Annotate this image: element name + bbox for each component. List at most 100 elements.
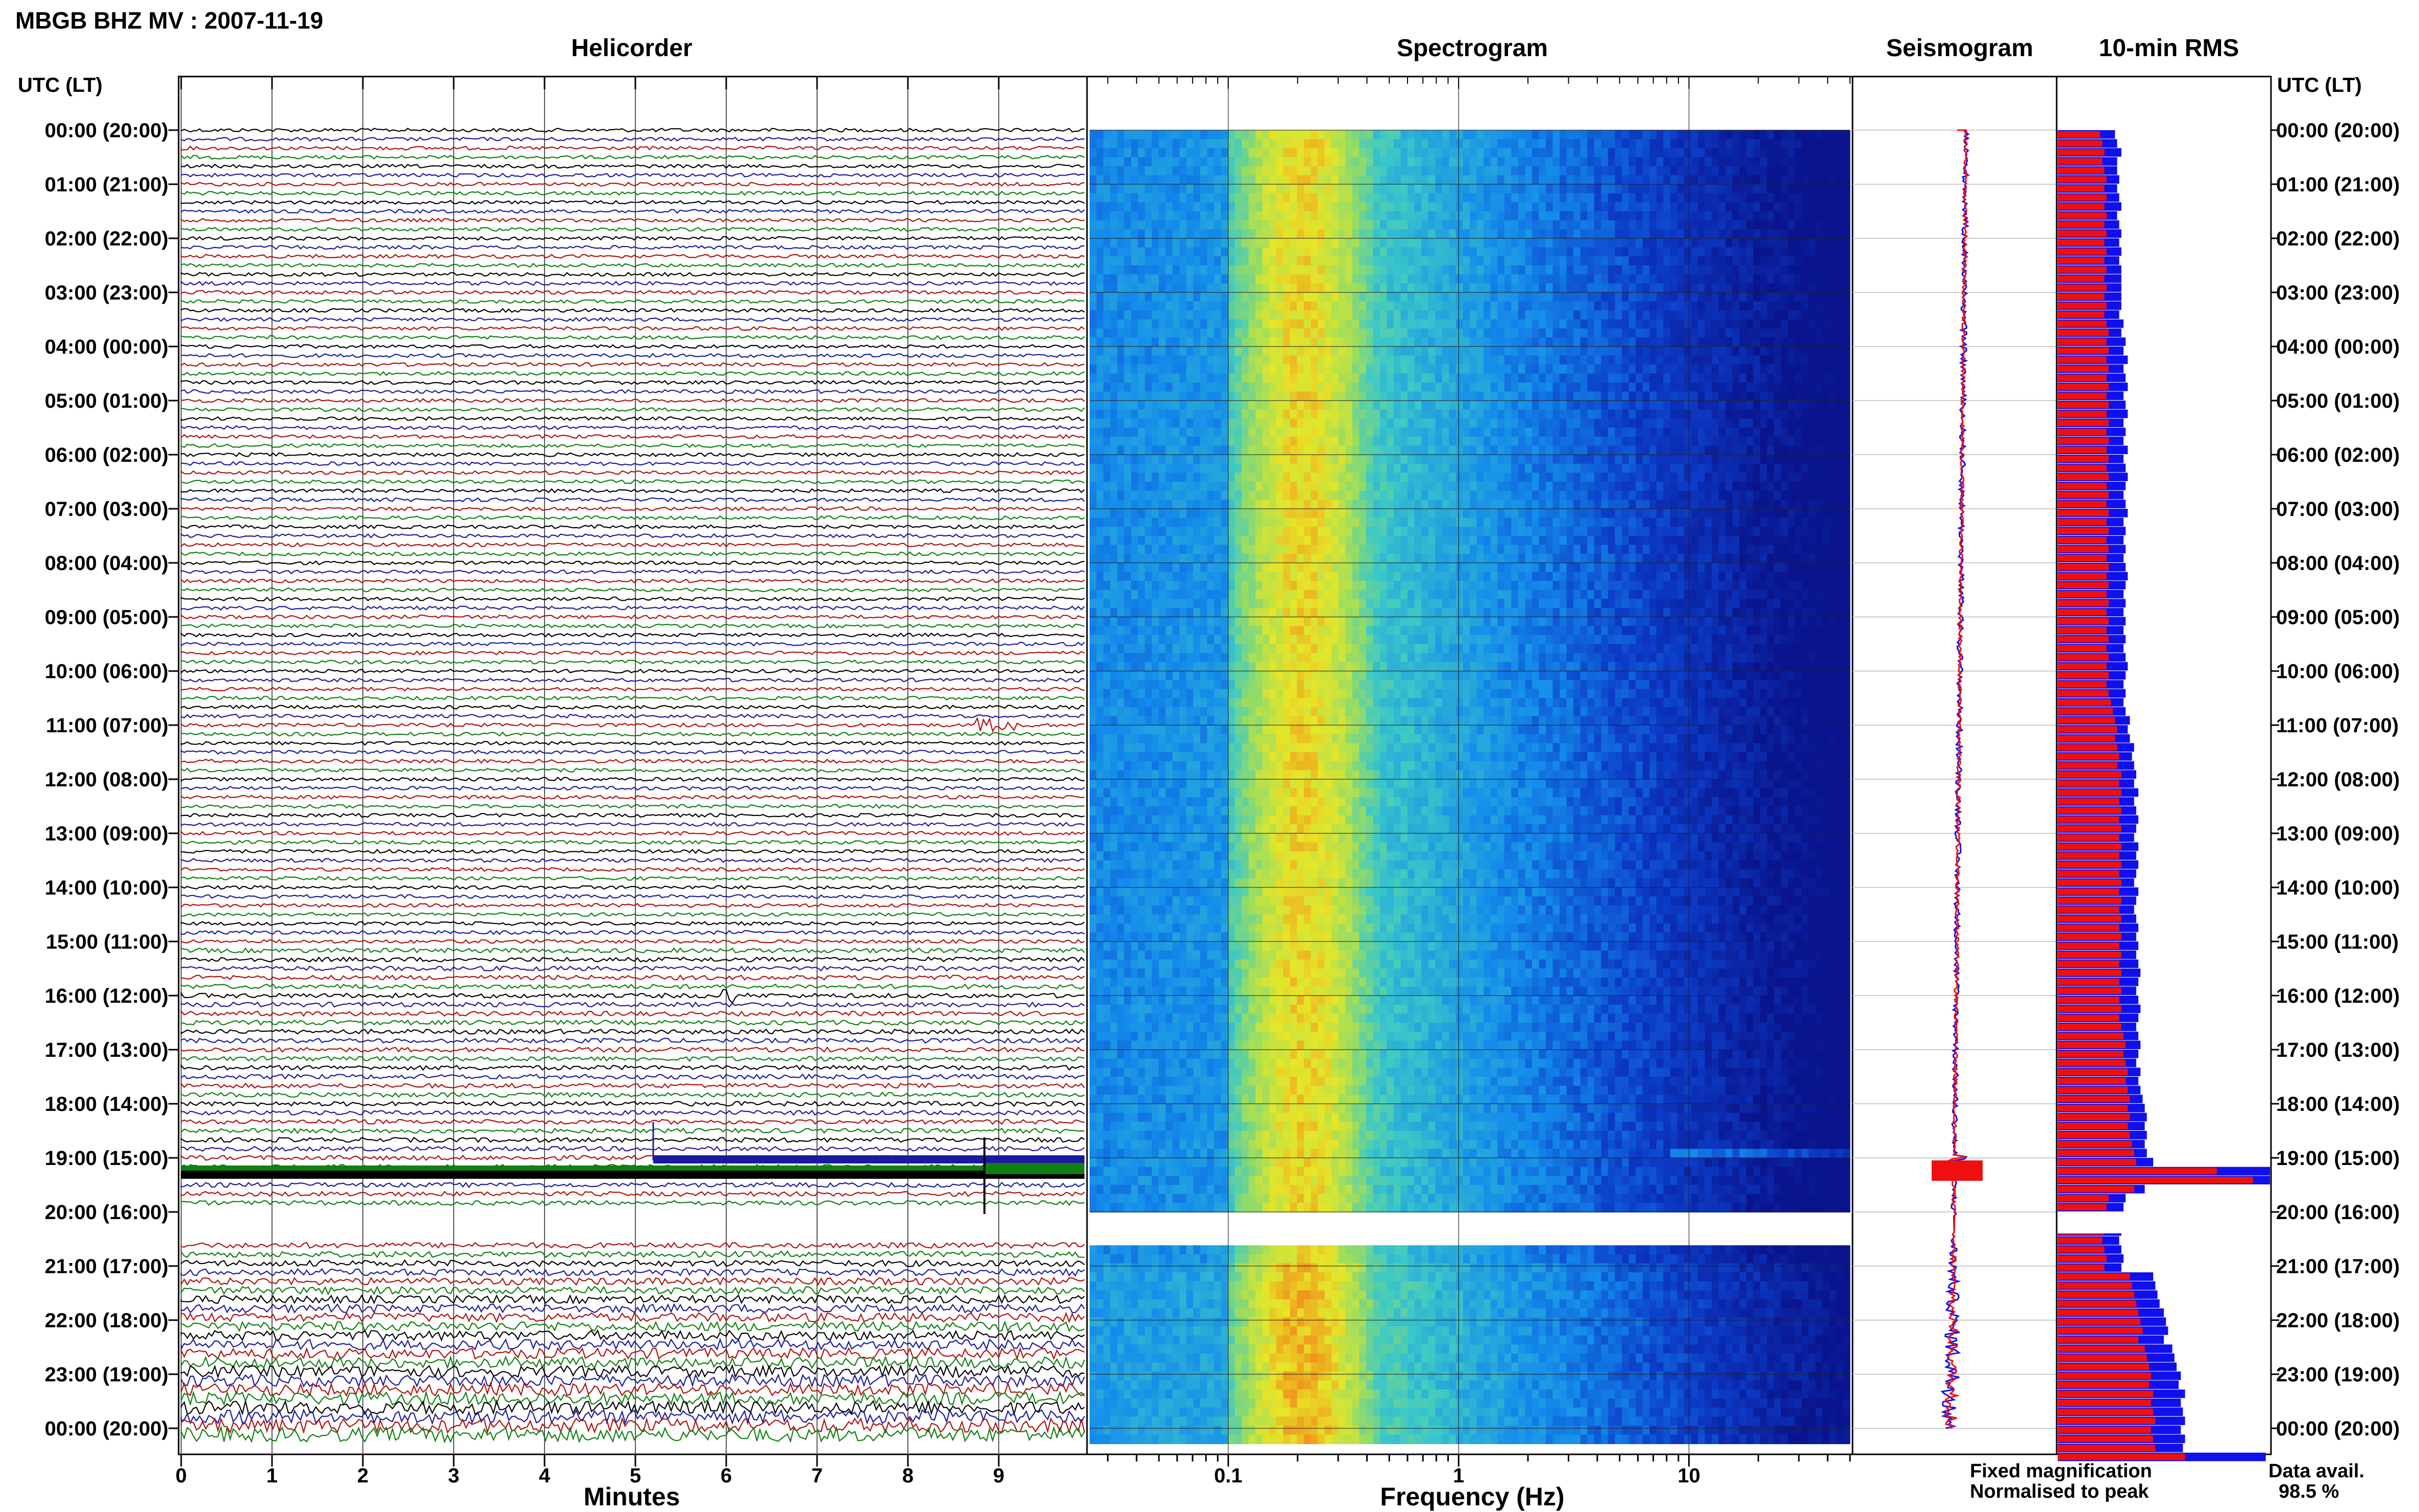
spectrogram-cell [1463, 337, 1470, 347]
spectrogram-cell [1484, 355, 1491, 365]
helicorder-trace [180, 974, 1085, 981]
spectrogram-cell [1712, 274, 1719, 284]
spectrogram-cell [1103, 184, 1111, 194]
spectrogram-cell [1408, 328, 1415, 338]
spectrogram-cell [1539, 428, 1546, 437]
spectrogram-cell [1767, 490, 1774, 501]
spectrogram-cell [1311, 292, 1318, 302]
spectrogram-cell [1166, 445, 1173, 455]
spectrogram-cell [1276, 445, 1283, 455]
spectrogram-cell [1449, 482, 1457, 491]
spectrogram-cell [1373, 364, 1380, 374]
spectrogram-cell [1338, 482, 1346, 491]
spectrogram-cell [1193, 229, 1201, 239]
spectrogram-cell [1262, 229, 1270, 239]
spectrogram-cell [1262, 509, 1270, 518]
spectrogram-cell [1670, 418, 1677, 428]
spectrogram-cell [1207, 401, 1215, 410]
spectrogram-cell [1511, 139, 1519, 149]
spectrogram-cell [1628, 265, 1636, 275]
spectrogram-cell [1096, 436, 1104, 447]
spectrogram-cell [1345, 445, 1353, 455]
spectrogram-cell [1497, 418, 1505, 428]
spectrogram-cell [1566, 401, 1574, 410]
spectrogram-cell [1470, 355, 1477, 365]
spectrogram-cell [1387, 382, 1394, 392]
spectrogram-cell [1774, 455, 1782, 464]
spectrogram-cell [1470, 319, 1477, 329]
spectrogram-cell [1760, 473, 1767, 482]
spectrogram-cell [1269, 337, 1277, 347]
spectrogram-cell [1179, 355, 1187, 365]
spectrogram-cell [1677, 139, 1685, 149]
spectrogram-cell [1242, 328, 1249, 338]
spectrogram-cell [1518, 455, 1525, 464]
spectrogram-cell [1166, 157, 1173, 167]
spectrogram-cell [1628, 301, 1636, 311]
spectrogram-cell [1262, 202, 1270, 212]
spectrogram-cell [1566, 157, 1574, 167]
spectrogram-cell [1808, 247, 1816, 257]
spectrogram-cell [1836, 301, 1843, 311]
spectrogram-cell [1421, 374, 1429, 383]
spectrogram-cell [1836, 148, 1843, 158]
spectrogram-cell [1435, 436, 1443, 447]
spectrogram-cell [1131, 490, 1139, 501]
spectrogram-cell [1712, 328, 1719, 338]
spectrogram-cell [1573, 418, 1581, 428]
spectrogram-cell [1532, 301, 1539, 311]
spectrogram-cell [1746, 391, 1754, 401]
spectrogram-cell [1214, 355, 1221, 365]
spectrogram-cell [1525, 301, 1533, 311]
spectrogram-cell [1622, 328, 1630, 338]
spectrogram-cell [1636, 238, 1643, 248]
spectrogram-cell [1138, 500, 1145, 509]
spectrogram-cell [1131, 455, 1139, 464]
spectrogram-cell [1476, 473, 1484, 482]
spectrogram-cell [1131, 355, 1139, 365]
spectrogram-cell [1186, 401, 1194, 410]
spectrogram-cell [1628, 337, 1636, 347]
spectrogram-cell [1670, 490, 1677, 501]
spectrogram-cell [1283, 310, 1291, 320]
spectrogram-cell [1760, 265, 1767, 275]
spectrogram-cell [1691, 130, 1698, 140]
spectrogram-cell [1331, 202, 1339, 212]
spectrogram-cell [1560, 211, 1567, 221]
spectrogram-cell [1408, 238, 1415, 248]
spectrogram-cell [1214, 482, 1221, 491]
spectrogram-cell [1497, 319, 1505, 329]
spectrogram-cell [1801, 139, 1809, 149]
spectrogram-cell [1138, 490, 1145, 501]
spectrogram-cell [1269, 256, 1277, 266]
spectrogram-cell [1179, 374, 1187, 383]
spectrogram-cell [1663, 130, 1671, 140]
spectrogram-cell [1463, 229, 1470, 239]
spectrogram-cell [1303, 283, 1311, 293]
spectrogram-cell [1725, 355, 1733, 365]
spectrogram-cell [1283, 283, 1291, 293]
seismogram-title: Seismogram [1886, 35, 2033, 62]
spectrogram-cell [1414, 436, 1422, 447]
spectrogram-cell [1338, 247, 1346, 257]
spectrogram-cell [1186, 364, 1194, 374]
spectrogram-cell [1788, 274, 1795, 284]
spectrogram-cell [1200, 428, 1207, 437]
spectrogram-cell [1166, 238, 1173, 248]
time-header-right: UTC (LT) [2277, 74, 2362, 96]
spectrogram-cell [1705, 229, 1712, 239]
spectrogram-cell [1124, 202, 1131, 212]
spectrogram-cell [1746, 346, 1754, 356]
spectrogram-cell [1801, 157, 1809, 167]
spectrogram-cell [1511, 382, 1519, 392]
spectrogram-cell [1470, 256, 1477, 266]
spectrogram-cell [1587, 391, 1595, 401]
spectrogram-cell [1338, 283, 1346, 293]
spectrogram-cell [1705, 482, 1712, 491]
spectrogram-cell [1587, 238, 1595, 248]
spectrogram-cell [1794, 346, 1802, 356]
spectrogram-cell [1345, 337, 1353, 347]
spectrogram-cell [1470, 292, 1477, 302]
spectrogram-cell [1587, 409, 1595, 419]
spectrogram-cell [1166, 202, 1173, 212]
